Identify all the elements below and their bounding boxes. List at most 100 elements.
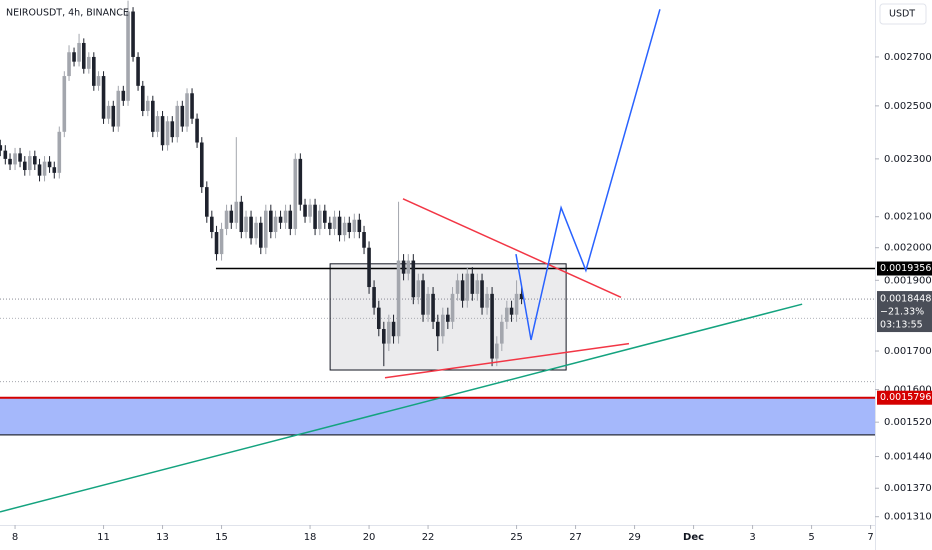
candle-body [450, 293, 455, 322]
candle-body [210, 216, 214, 233]
candle-body [357, 219, 362, 233]
candle-body [234, 201, 239, 223]
countdown-label: 03:13:55 [880, 320, 923, 331]
candle-body [3, 150, 8, 159]
candle-body [406, 260, 411, 274]
candle-body [396, 260, 401, 337]
currency-button[interactable] [879, 3, 927, 25]
candle-body [342, 222, 347, 236]
candle-body [494, 343, 499, 359]
trend-line [0, 303, 803, 513]
candle-body [47, 161, 52, 168]
candle-body [313, 204, 317, 229]
candle-body [146, 100, 150, 111]
x-tick-label: 11 [97, 532, 110, 543]
candle-body [101, 76, 106, 119]
candle-body [155, 116, 160, 132]
candle-body [86, 56, 91, 69]
candle-body [317, 210, 322, 229]
candle-body [111, 105, 116, 127]
x-tick-label: 7 [867, 532, 873, 543]
candle-body [77, 42, 81, 62]
candle-body [92, 56, 96, 86]
y-tick-label: 0.00200000 [884, 243, 932, 254]
candle-body [401, 260, 406, 274]
candle-body [165, 121, 170, 146]
candle-body [470, 273, 475, 294]
candle-body [372, 287, 376, 308]
support-zone [0, 397, 875, 435]
axes: 0.00270000 0.00250000 0.00230000 0.00210000… [12, 52, 932, 543]
candle-body [121, 90, 126, 101]
y-tick-label: 0.00131000 [884, 512, 932, 523]
candle-body [505, 307, 509, 322]
candle-body [426, 293, 430, 315]
candle-body [435, 321, 440, 337]
zone-label-box [877, 390, 932, 405]
y-tick-label: 0.00210000 [884, 212, 932, 223]
candle-body [465, 273, 470, 301]
candle-body [293, 158, 298, 229]
candle-body [244, 216, 248, 233]
y-tick-label: 0.00152000 [884, 417, 932, 428]
candle-body [131, 11, 135, 57]
candle-body [490, 293, 494, 359]
candle-body [264, 210, 268, 248]
candle-body [475, 280, 480, 294]
candle-body [0, 145, 3, 151]
candle-body [328, 222, 332, 229]
zone-label: 0.00157963 [880, 392, 932, 403]
x-tick-label: 20 [363, 532, 376, 543]
candle-body [455, 280, 460, 294]
candle-body [376, 307, 381, 329]
change-label: −21.33% [880, 307, 924, 318]
candle-body [273, 216, 278, 233]
trend-line [402, 198, 622, 298]
y-tick-label: 0.00160000 [884, 385, 932, 396]
candle-body [416, 280, 421, 298]
currency-label[interactable]: USDT [889, 9, 915, 20]
y-tick-label: 0.00190000 [884, 275, 932, 286]
y-tick-label: 0.00250000 [884, 101, 932, 112]
trend-line [384, 342, 630, 379]
candle-body [205, 187, 209, 217]
candle-body [509, 307, 514, 315]
candle-body [57, 131, 62, 173]
candle-body [269, 210, 273, 233]
candle-body [308, 204, 312, 217]
candle-body [224, 210, 229, 229]
x-tick-label: 22 [422, 532, 435, 543]
candle-body [229, 210, 234, 223]
candle-body [480, 280, 484, 308]
candle-body [288, 210, 293, 229]
candle-body [96, 76, 101, 86]
candle-body [500, 321, 504, 344]
x-tick-label: Dec [683, 532, 704, 543]
candle-body [37, 164, 42, 176]
candle-body [185, 93, 189, 127]
candle-body [67, 52, 71, 77]
candle-body [367, 247, 371, 288]
candle-body [151, 100, 155, 132]
x-tick-label: 15 [215, 532, 228, 543]
price-label-box [877, 261, 932, 276]
candle-body [421, 280, 425, 315]
candle-body [258, 222, 263, 248]
candle-body [460, 280, 465, 301]
candle-body [136, 56, 140, 86]
candle-body [278, 216, 283, 223]
candle-body [106, 105, 111, 119]
candle-body [219, 228, 224, 255]
plot-area [0, 0, 875, 513]
candle-body [52, 167, 57, 173]
candle-body [33, 156, 37, 165]
candle-body [347, 222, 352, 233]
candle-body [254, 222, 258, 239]
candle-body [116, 90, 121, 127]
candle-body [446, 314, 450, 322]
x-tick-label: 29 [628, 532, 641, 543]
candle-body [283, 210, 288, 223]
x-tick-label: 8 [12, 532, 18, 543]
candle-body [27, 156, 32, 171]
